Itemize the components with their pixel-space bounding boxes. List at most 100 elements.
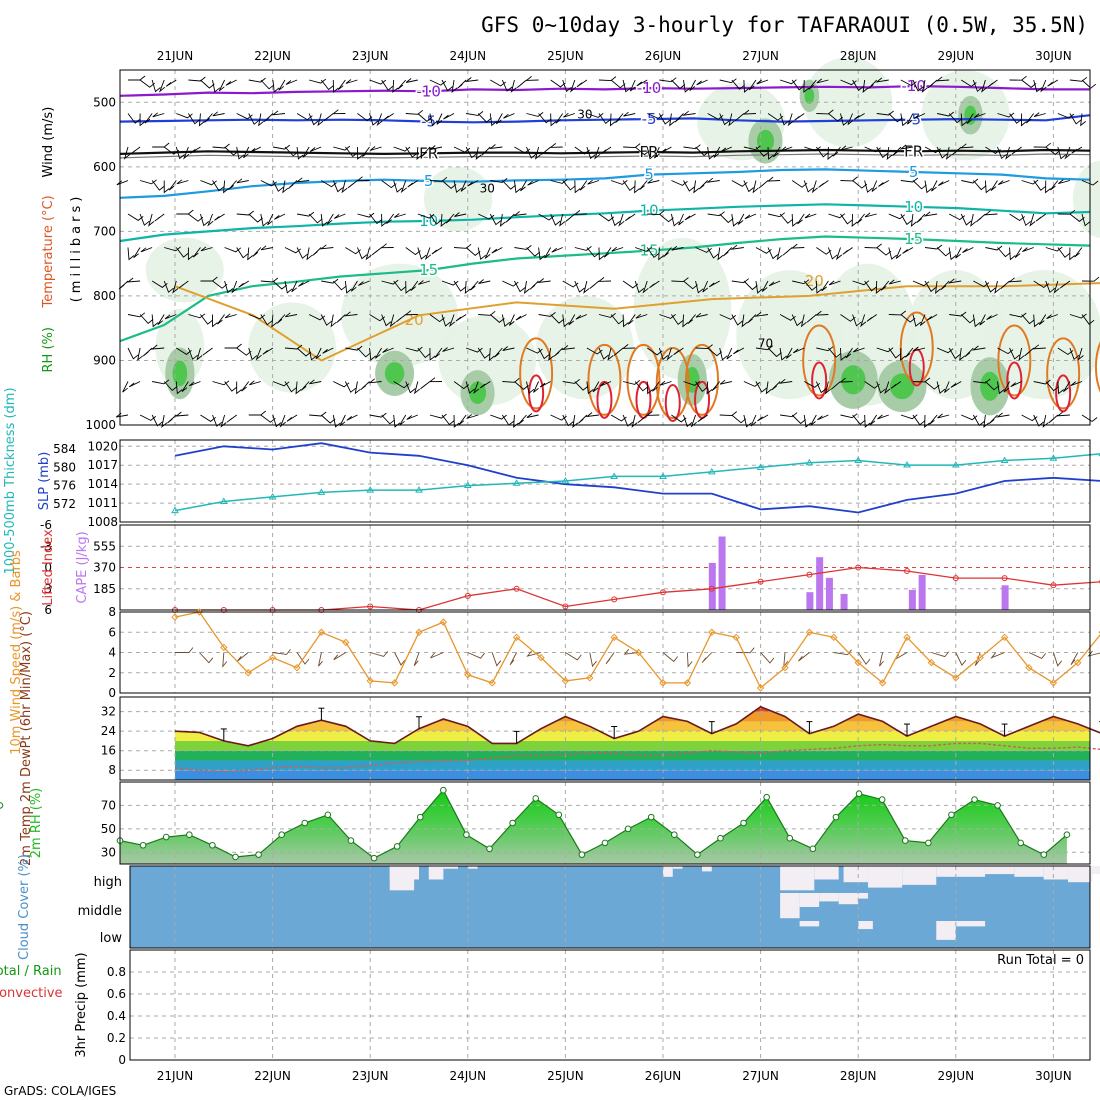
- wind-barb: [362, 146, 370, 158]
- wind-barb: [1057, 146, 1067, 160]
- wind-barb: [733, 347, 745, 355]
- wind-barb: [405, 280, 412, 294]
- temperature-ylabel: 2m Temp 2m DewPt (6hr Min/Max) (°C): [19, 611, 34, 866]
- wind-barb: [1069, 213, 1085, 222]
- wind-barb: [852, 180, 868, 189]
- wind-barb: [451, 79, 458, 93]
- wind-barb: [503, 113, 515, 119]
- wind-barb: [760, 652, 775, 664]
- wind-barb: [309, 146, 322, 152]
- wind-speed-point: [927, 658, 936, 667]
- wind-barb: [767, 247, 779, 260]
- wind-barb: [736, 647, 755, 654]
- wind-barb: [248, 347, 258, 361]
- wind-barb: [832, 146, 841, 157]
- cape-bar: [1001, 585, 1009, 610]
- stability-ylabel: Lifted Index CAPE (J/kg): [41, 529, 90, 606]
- wind-barb: [393, 213, 406, 218]
- wind-barb: [332, 180, 344, 193]
- wind-barb: [654, 146, 660, 159]
- wind-barb: [199, 652, 214, 664]
- y-tick-label: 0: [118, 1053, 126, 1067]
- rh-contour-label: 70: [758, 337, 773, 351]
- wind-barb: [573, 210, 587, 215]
- wind-barb: [579, 180, 588, 191]
- cape-bar: [840, 593, 848, 610]
- isotherm-label: -5: [642, 110, 657, 128]
- wind-barb: [828, 280, 841, 286]
- wind-barb: [539, 381, 551, 388]
- wind-barb: [622, 414, 634, 427]
- wind-barb: [562, 314, 570, 328]
- wind-barb: [460, 180, 467, 192]
- wind-barb: [767, 212, 786, 218]
- wind-barb: [380, 243, 394, 249]
- rh-point: [786, 834, 794, 842]
- wind-barb: [719, 347, 728, 361]
- wind-barb: [346, 414, 358, 421]
- wind-barb: [605, 652, 615, 665]
- wind-speed-point: [781, 663, 789, 672]
- wind-barb: [296, 146, 304, 160]
- wind-barb: [840, 347, 847, 361]
- wind-barb: [333, 145, 351, 151]
- lifted-index-tick-label: 0: [44, 561, 52, 575]
- wind-barb: [357, 212, 375, 218]
- wind-barb: [926, 314, 938, 321]
- wind-barb: [586, 247, 600, 258]
- isotherm-warm: [1046, 337, 1081, 410]
- wind-barb: [196, 347, 203, 361]
- isotherm-line: [119, 235, 1091, 343]
- wind-barb: [1042, 414, 1049, 428]
- wind-barb: [1070, 381, 1083, 387]
- panel-frame: [119, 781, 1091, 865]
- wind-barb: [726, 347, 733, 360]
- thickness-point: [366, 486, 375, 493]
- wind-barb: [320, 213, 328, 227]
- wind-speed-point: [561, 677, 570, 685]
- wind-barb: [550, 414, 567, 421]
- wind-barb: [662, 652, 679, 663]
- wind-barb: [845, 347, 853, 359]
- isotherm-label: 5: [644, 166, 654, 184]
- wind-barb: [827, 146, 834, 160]
- wind-barb: [236, 178, 249, 184]
- lifted-index-point: [708, 585, 715, 592]
- wind-barb: [1080, 113, 1086, 127]
- isotherm-label: 5: [424, 172, 434, 190]
- wind-barb: [350, 280, 358, 292]
- wind-barb: [386, 213, 395, 225]
- wind-barb: [697, 414, 708, 423]
- lifted-index-tick-label: 3: [44, 582, 52, 596]
- wind-barb: [800, 314, 807, 328]
- ylabel-slp: SLP (mb): [37, 452, 52, 511]
- ylabel-wind: Wind (m/s): [41, 107, 56, 178]
- wind-barb: [371, 247, 382, 256]
- wind-barb: [1081, 213, 1091, 227]
- date-label-bottom: 23JUN: [352, 1069, 389, 1083]
- wind-barb: [465, 146, 478, 159]
- wind-barb: [369, 146, 382, 151]
- wind-barb: [646, 381, 653, 395]
- wind-barb: [392, 79, 399, 93]
- wind-barb: [332, 414, 341, 428]
- rh-point: [347, 837, 355, 844]
- wind-barb: [315, 347, 322, 360]
- wind-barb: [936, 247, 951, 257]
- wind-barb: [178, 280, 189, 289]
- cloud-level-label: low: [100, 931, 123, 946]
- wind-barb: [443, 113, 455, 120]
- date-label-bottom: 30JUN: [1035, 1069, 1072, 1083]
- rh-point: [925, 839, 932, 847]
- wind-barb: [337, 79, 346, 91]
- wind-speed-point: [390, 679, 399, 687]
- cloud-block: [780, 893, 800, 919]
- wind-barb: [734, 113, 745, 122]
- wind-barb: [520, 180, 527, 192]
- wind-barb: [701, 652, 713, 663]
- wind-speed-point: [586, 674, 594, 682]
- wind-barb: [674, 113, 684, 123]
- rh-point: [0, 802, 4, 809]
- wind-barb: [502, 180, 516, 190]
- wind-barb: [1025, 113, 1035, 124]
